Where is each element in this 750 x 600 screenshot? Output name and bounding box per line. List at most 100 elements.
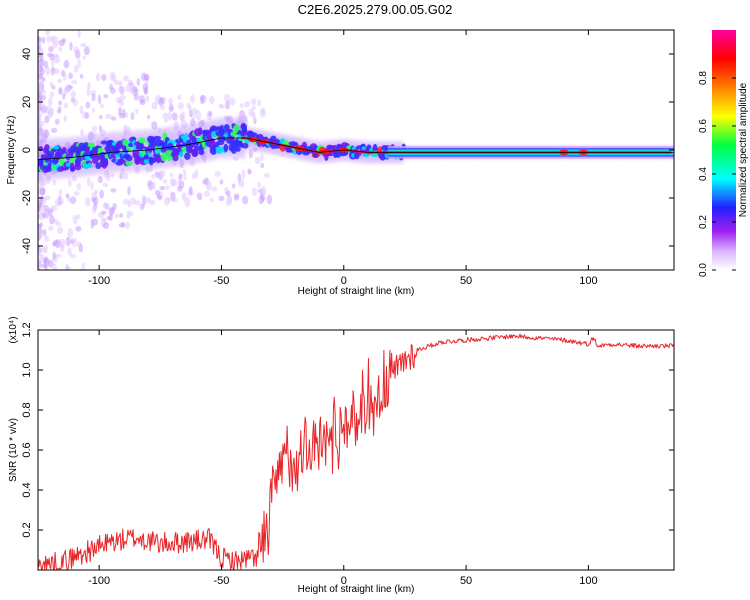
spectrum-speckle [38,248,43,254]
spectrum-speckle [43,257,50,267]
spectrum-speckle [186,102,191,109]
spectrum-speckle [49,215,55,225]
spectrum-speckle [42,104,46,115]
spectrum-speckle [176,185,183,192]
spectrum-speckle [224,94,231,103]
spectrum-speckle [154,171,160,178]
spectrum-speckle [38,39,42,49]
spectrum-speckle [229,97,236,106]
spectrum-speckle [160,169,166,177]
x-tick-label: -50 [214,575,230,587]
spectrum-speckle [39,120,45,127]
spectrum-speckle [190,94,195,104]
spectrum-speckle [63,115,67,123]
spectrum-speckle [122,172,129,180]
spectrum-blob [202,129,207,135]
x-tick-label: -100 [88,575,110,587]
snr-multiplier: (x10⁴) [8,316,19,343]
spectrum-speckle [38,188,41,198]
spectrum-speckle [81,262,86,268]
spectrum-speckle [260,186,267,195]
spectrum-speckle [67,228,74,238]
spectrum-speckle [108,207,115,216]
spectrum-blob [235,146,241,152]
spectrum-speckle [47,208,54,213]
spectrum-blob [242,142,249,149]
spectrum-blob [197,127,203,136]
x-tick-label: 100 [579,275,597,287]
spectrum-blob [117,158,126,164]
spectrum-speckle [44,115,50,124]
spectrogram-panel: -100 -50 0 50 100 -40 -20 0 20 40 Height of strai… [6,29,675,297]
spectrum-blob [182,134,188,143]
spectrum-speckle [181,192,187,201]
spectrum-speckle [52,263,57,270]
spectrum-speckle [257,99,262,107]
spectrum-speckle [135,108,139,115]
spectrum-speckle [75,225,82,232]
spectrogram-ylabel: Frequency (Hz) [6,116,17,185]
spectrum-speckle [65,193,70,198]
spectrum-speckle [48,96,53,107]
spectrum-speckle [73,64,79,73]
spectrum-speckle [119,94,126,101]
spectrum-speckle [52,179,57,186]
spectrum-speckle [123,221,131,229]
spectrum-blob [61,147,67,154]
spectrum-speckle [178,173,183,180]
spectrum-speckle [38,89,41,98]
spectrum-speckle [200,95,205,105]
spectrum-speckle [50,127,58,134]
spectrum-speckle [259,109,266,118]
spectrum-speckle [49,107,55,117]
spectrum-speckle [38,61,41,66]
spectrum-speckle [44,30,51,36]
spectrum-speckle [51,85,56,90]
spectrum-speckle [122,75,129,82]
spectrum-blob [167,142,174,150]
spectrum-speckle [42,77,46,82]
spectrum-speckle [46,35,51,44]
x-tick-label: 50 [460,575,472,587]
spectrum-speckle [105,113,112,120]
spectrum-speckle [102,182,109,188]
colorbar-tick-label: 0.2 [698,215,709,229]
spectrum-speckle [158,96,164,107]
spectrogram-heatmap [38,30,674,270]
spectrum-speckle [76,182,82,191]
spectrum-blob [184,152,191,160]
spectrum-blob [153,135,162,141]
spectrum-speckle [91,93,96,102]
spectrum-speckle [146,114,151,120]
y-tick-label: 20 [21,96,33,108]
spectrum-speckle [128,211,134,217]
spectrum-speckle [105,204,110,210]
spectrum-speckle [98,114,103,120]
spectrum-blob [69,158,75,163]
spectrum-speckle [38,227,43,237]
spectrum-speckle [226,190,231,198]
colorbar-ticks: 0.0 0.2 0.4 0.6 0.8 [698,71,736,277]
spectrum-speckle [57,40,63,45]
spectrum-speckle [113,79,119,85]
spectrum-speckle [231,183,236,189]
spectrum-speckle [260,162,265,169]
spectrum-speckle [144,74,150,81]
spectrum-speckle [251,187,258,197]
spectrum-speckle [60,38,67,43]
spectrum-speckle [38,265,41,270]
spectrum-blob [125,159,133,167]
spectrum-speckle [68,72,74,80]
spectrum-speckle [171,179,178,187]
spectrum-speckle [44,66,51,76]
spectrum-speckle [109,71,115,81]
spectrum-speckle [169,172,174,178]
spectrum-speckle [130,112,135,121]
spectrum-speckle [38,105,43,111]
colorbar: 0.0 0.2 0.4 0.6 0.8 Normalized spectral ampl… [698,30,749,277]
spectrum-speckle [86,87,91,97]
spectrum-speckle [233,195,240,201]
ridge-line [38,137,674,160]
spectrum-speckle [238,178,245,188]
spectrum-speckle [118,222,125,228]
